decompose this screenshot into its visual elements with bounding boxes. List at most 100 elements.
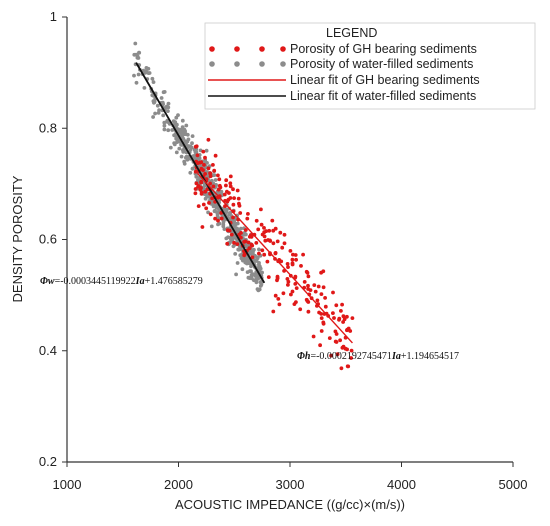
data-point — [201, 149, 206, 154]
data-point — [206, 166, 211, 171]
data-point — [289, 292, 293, 297]
data-point — [293, 282, 298, 286]
data-point — [260, 248, 265, 253]
data-point — [323, 296, 327, 300]
data-point — [243, 228, 248, 232]
data-point — [185, 132, 190, 137]
fit-lines — [135, 62, 353, 344]
x-tick-label: 3000 — [276, 477, 305, 492]
data-point — [208, 181, 213, 186]
data-point — [259, 207, 263, 212]
legend-marker-water-4 — [280, 61, 286, 67]
data-point — [282, 241, 287, 246]
data-point — [166, 128, 171, 133]
data-point — [257, 247, 261, 252]
data-point — [203, 189, 208, 194]
data-point — [335, 352, 340, 357]
data-point — [173, 120, 178, 125]
data-point — [238, 211, 243, 215]
data-point — [153, 111, 158, 116]
data-point — [142, 86, 147, 90]
equation-gh-text: =-0.0002192745471 — [310, 351, 391, 362]
data-point — [224, 183, 228, 188]
data-point — [257, 251, 261, 256]
data-point — [211, 163, 215, 167]
data-point — [250, 255, 255, 260]
data-point — [184, 154, 189, 159]
data-point — [208, 171, 213, 176]
data-point — [194, 144, 199, 149]
data-point — [240, 257, 245, 262]
data-point — [327, 336, 332, 340]
y-tick-label: 0.4 — [39, 343, 57, 358]
data-point — [172, 142, 177, 147]
data-point — [213, 178, 218, 182]
data-point — [329, 353, 333, 358]
data-point — [319, 329, 324, 333]
data-point — [345, 314, 349, 319]
data-point — [194, 174, 199, 179]
data-point — [339, 366, 344, 371]
legend-entry-gh-points: Porosity of GH bearing sediments — [209, 42, 477, 56]
data-point — [245, 216, 250, 221]
data-point — [242, 240, 247, 244]
data-point — [306, 274, 311, 279]
data-point — [150, 76, 155, 81]
legend: LEGEND Porosity of GH bearing sediments … — [204, 22, 536, 110]
x-tick-label: 2000 — [164, 477, 193, 492]
data-point — [315, 298, 320, 303]
data-point — [156, 111, 161, 115]
data-point — [223, 207, 227, 212]
data-point — [216, 187, 221, 192]
data-point — [331, 290, 335, 295]
data-point — [201, 168, 206, 173]
data-point — [162, 123, 167, 128]
legend-title: LEGEND — [326, 26, 377, 40]
data-point — [228, 196, 233, 200]
data-point — [278, 230, 283, 235]
data-point — [213, 153, 218, 158]
data-point — [203, 196, 208, 201]
data-point — [323, 304, 328, 309]
data-point — [246, 240, 251, 245]
data-point — [258, 264, 262, 269]
data-point — [231, 215, 235, 220]
data-point — [246, 212, 250, 216]
data-point — [321, 320, 326, 325]
data-point — [334, 340, 339, 344]
data-point — [260, 270, 264, 275]
data-point — [190, 134, 195, 139]
data-point — [239, 235, 243, 240]
legend-marker-gh-4 — [280, 46, 286, 52]
data-point — [235, 261, 240, 265]
data-point — [225, 189, 229, 194]
data-point — [235, 242, 240, 247]
data-point — [316, 284, 321, 289]
data-point — [271, 309, 276, 314]
data-point — [337, 316, 342, 321]
data-point — [271, 241, 276, 246]
x-tick-label: 1000 — [53, 477, 82, 492]
data-point — [271, 228, 276, 233]
equation-water-symbol2: Ia — [135, 276, 145, 287]
data-point — [254, 259, 259, 263]
equation-gh-text2: +1.194654517 — [401, 351, 459, 362]
data-point — [250, 272, 255, 277]
data-point — [181, 127, 186, 132]
data-point — [201, 202, 206, 207]
data-point — [285, 277, 290, 281]
data-point — [144, 69, 148, 74]
data-point — [249, 269, 253, 274]
data-point — [280, 245, 285, 250]
data-point — [348, 329, 353, 333]
data-point — [162, 90, 167, 94]
data-point — [132, 52, 137, 57]
data-point — [234, 272, 239, 277]
data-point — [203, 172, 208, 176]
y-axis-title: DENSITY POROSITY — [10, 175, 25, 302]
data-point — [179, 154, 184, 159]
data-point — [338, 338, 342, 343]
data-point — [254, 241, 259, 245]
data-point — [209, 178, 214, 183]
data-point — [277, 302, 282, 307]
